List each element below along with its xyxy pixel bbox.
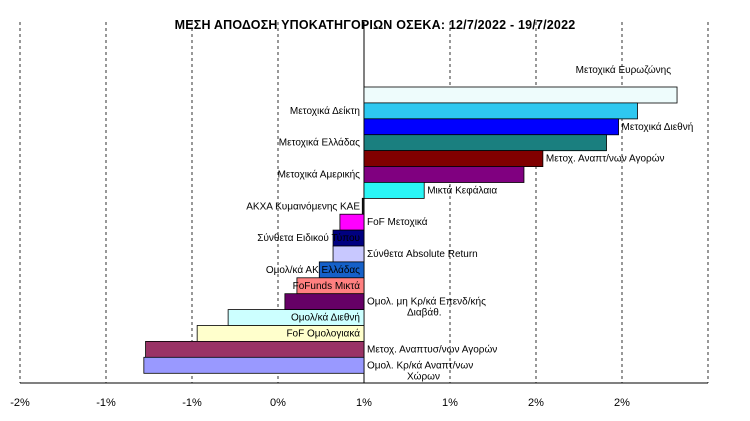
x-tick-label: 1% bbox=[442, 397, 458, 409]
bar bbox=[361, 197, 365, 215]
x-tick-label: -1% bbox=[96, 397, 116, 409]
x-tick-label: -2% bbox=[10, 397, 30, 409]
x-axis-ticks: -2% -1% -1% 0% 1% 1% 2% 2% bbox=[10, 397, 630, 409]
category-label: FoFunds Μικτά bbox=[293, 280, 361, 292]
category-label: Μικτά Κεφάλαια bbox=[427, 184, 497, 196]
bar bbox=[363, 134, 607, 152]
category-label: Μετοχ. Αναπτ/νων Αγορών bbox=[546, 153, 665, 165]
category-label: FoF Μετοχικά bbox=[367, 216, 428, 228]
bar bbox=[363, 150, 544, 168]
category-label: Μετοχικά Ελλάδας bbox=[279, 137, 360, 149]
bar bbox=[145, 340, 365, 358]
category-label: Σύνθετα Absolute Return bbox=[367, 248, 478, 260]
x-tick-label: 0% bbox=[270, 397, 286, 409]
bar bbox=[363, 102, 638, 120]
category-label: Ομολ/κά ΑΚ Ελλάδας bbox=[266, 264, 360, 276]
x-tick-label: -1% bbox=[182, 397, 202, 409]
category-label: Μετοχ. Αναπτυσ/νων Αγορών bbox=[367, 343, 497, 355]
bar bbox=[339, 213, 365, 231]
x-tick-label: 1% bbox=[356, 397, 372, 409]
bar bbox=[363, 86, 678, 104]
category-label: Μετοχικά Ευρωζώνης bbox=[576, 64, 672, 76]
category-label: Ομολ. μη Κρ/κά Επενδ/κής Διαβάθ. bbox=[367, 296, 486, 319]
bar bbox=[332, 245, 365, 263]
category-label: ΑΚΧΑ Κυμαινόμενης ΚΑΕ bbox=[246, 200, 360, 212]
bars bbox=[143, 86, 678, 374]
category-label: Μετοχικά Δείκτη bbox=[290, 105, 360, 117]
x-tick-label: 2% bbox=[528, 397, 544, 409]
category-label: Μετοχικά Διεθνή bbox=[622, 121, 694, 133]
x-tick-label: 2% bbox=[614, 397, 630, 409]
chart-title: ΜΕΣΗ ΑΠΟΔΟΣΗ ΥΠΟΚΑΤΗΓΟΡΙΩΝ ΟΣΕΚΑ: 12/7/2… bbox=[174, 18, 576, 32]
category-label: Ομολ. Κρ/κά Αναπτ/νων Χώρων bbox=[367, 359, 473, 382]
category-labels: Μετοχικά Ευρωζώνης Μετοχικά Δείκτη Μετοχικ… bbox=[246, 64, 693, 382]
bar bbox=[363, 118, 619, 136]
category-label: Σύνθετα Ειδικού Τύπου bbox=[257, 232, 360, 244]
category-label: FoF Ομολογιακά bbox=[286, 328, 360, 340]
bar bbox=[284, 293, 365, 311]
bar bbox=[363, 166, 525, 183]
category-label: Μετοχικά Αμερικής bbox=[278, 169, 361, 181]
bar bbox=[363, 181, 425, 199]
category-label: Ομολ/κά Διεθνή bbox=[291, 312, 360, 324]
bar bbox=[143, 356, 365, 374]
